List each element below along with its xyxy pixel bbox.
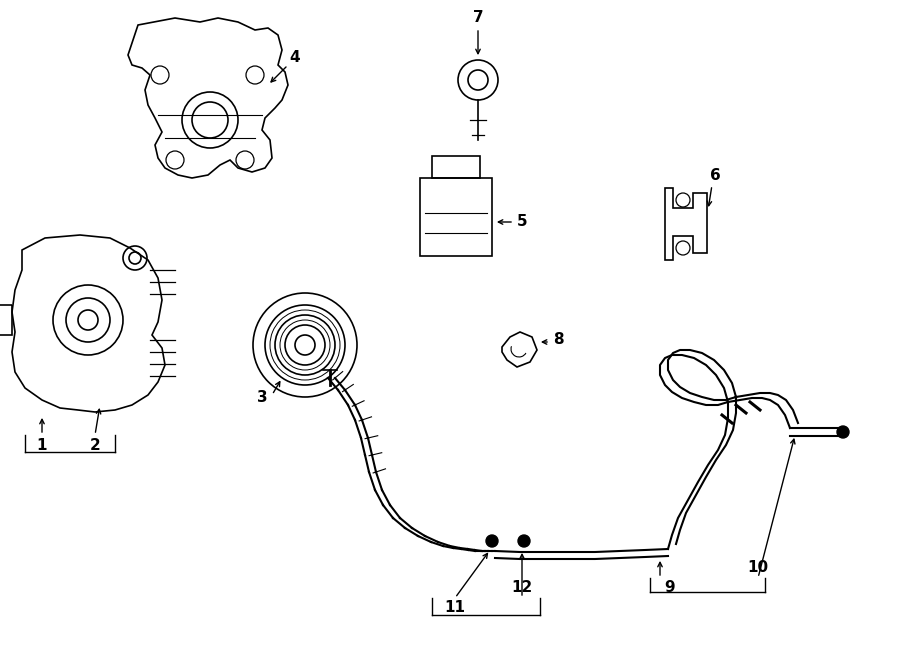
Text: 2: 2	[90, 438, 101, 453]
Text: 11: 11	[445, 600, 465, 615]
Text: 7: 7	[472, 11, 483, 26]
Circle shape	[518, 535, 530, 547]
Text: 3: 3	[256, 391, 267, 405]
Text: 6: 6	[709, 167, 720, 182]
Text: 5: 5	[517, 215, 527, 229]
Text: 10: 10	[747, 561, 769, 576]
Text: 4: 4	[290, 50, 301, 65]
Text: 1: 1	[37, 438, 47, 453]
Text: 9: 9	[665, 580, 675, 596]
Circle shape	[486, 535, 498, 547]
Text: 12: 12	[511, 580, 533, 596]
Text: 8: 8	[553, 332, 563, 348]
Bar	[432, 156, 480, 178]
Circle shape	[837, 426, 849, 438]
Bar	[420, 178, 492, 256]
